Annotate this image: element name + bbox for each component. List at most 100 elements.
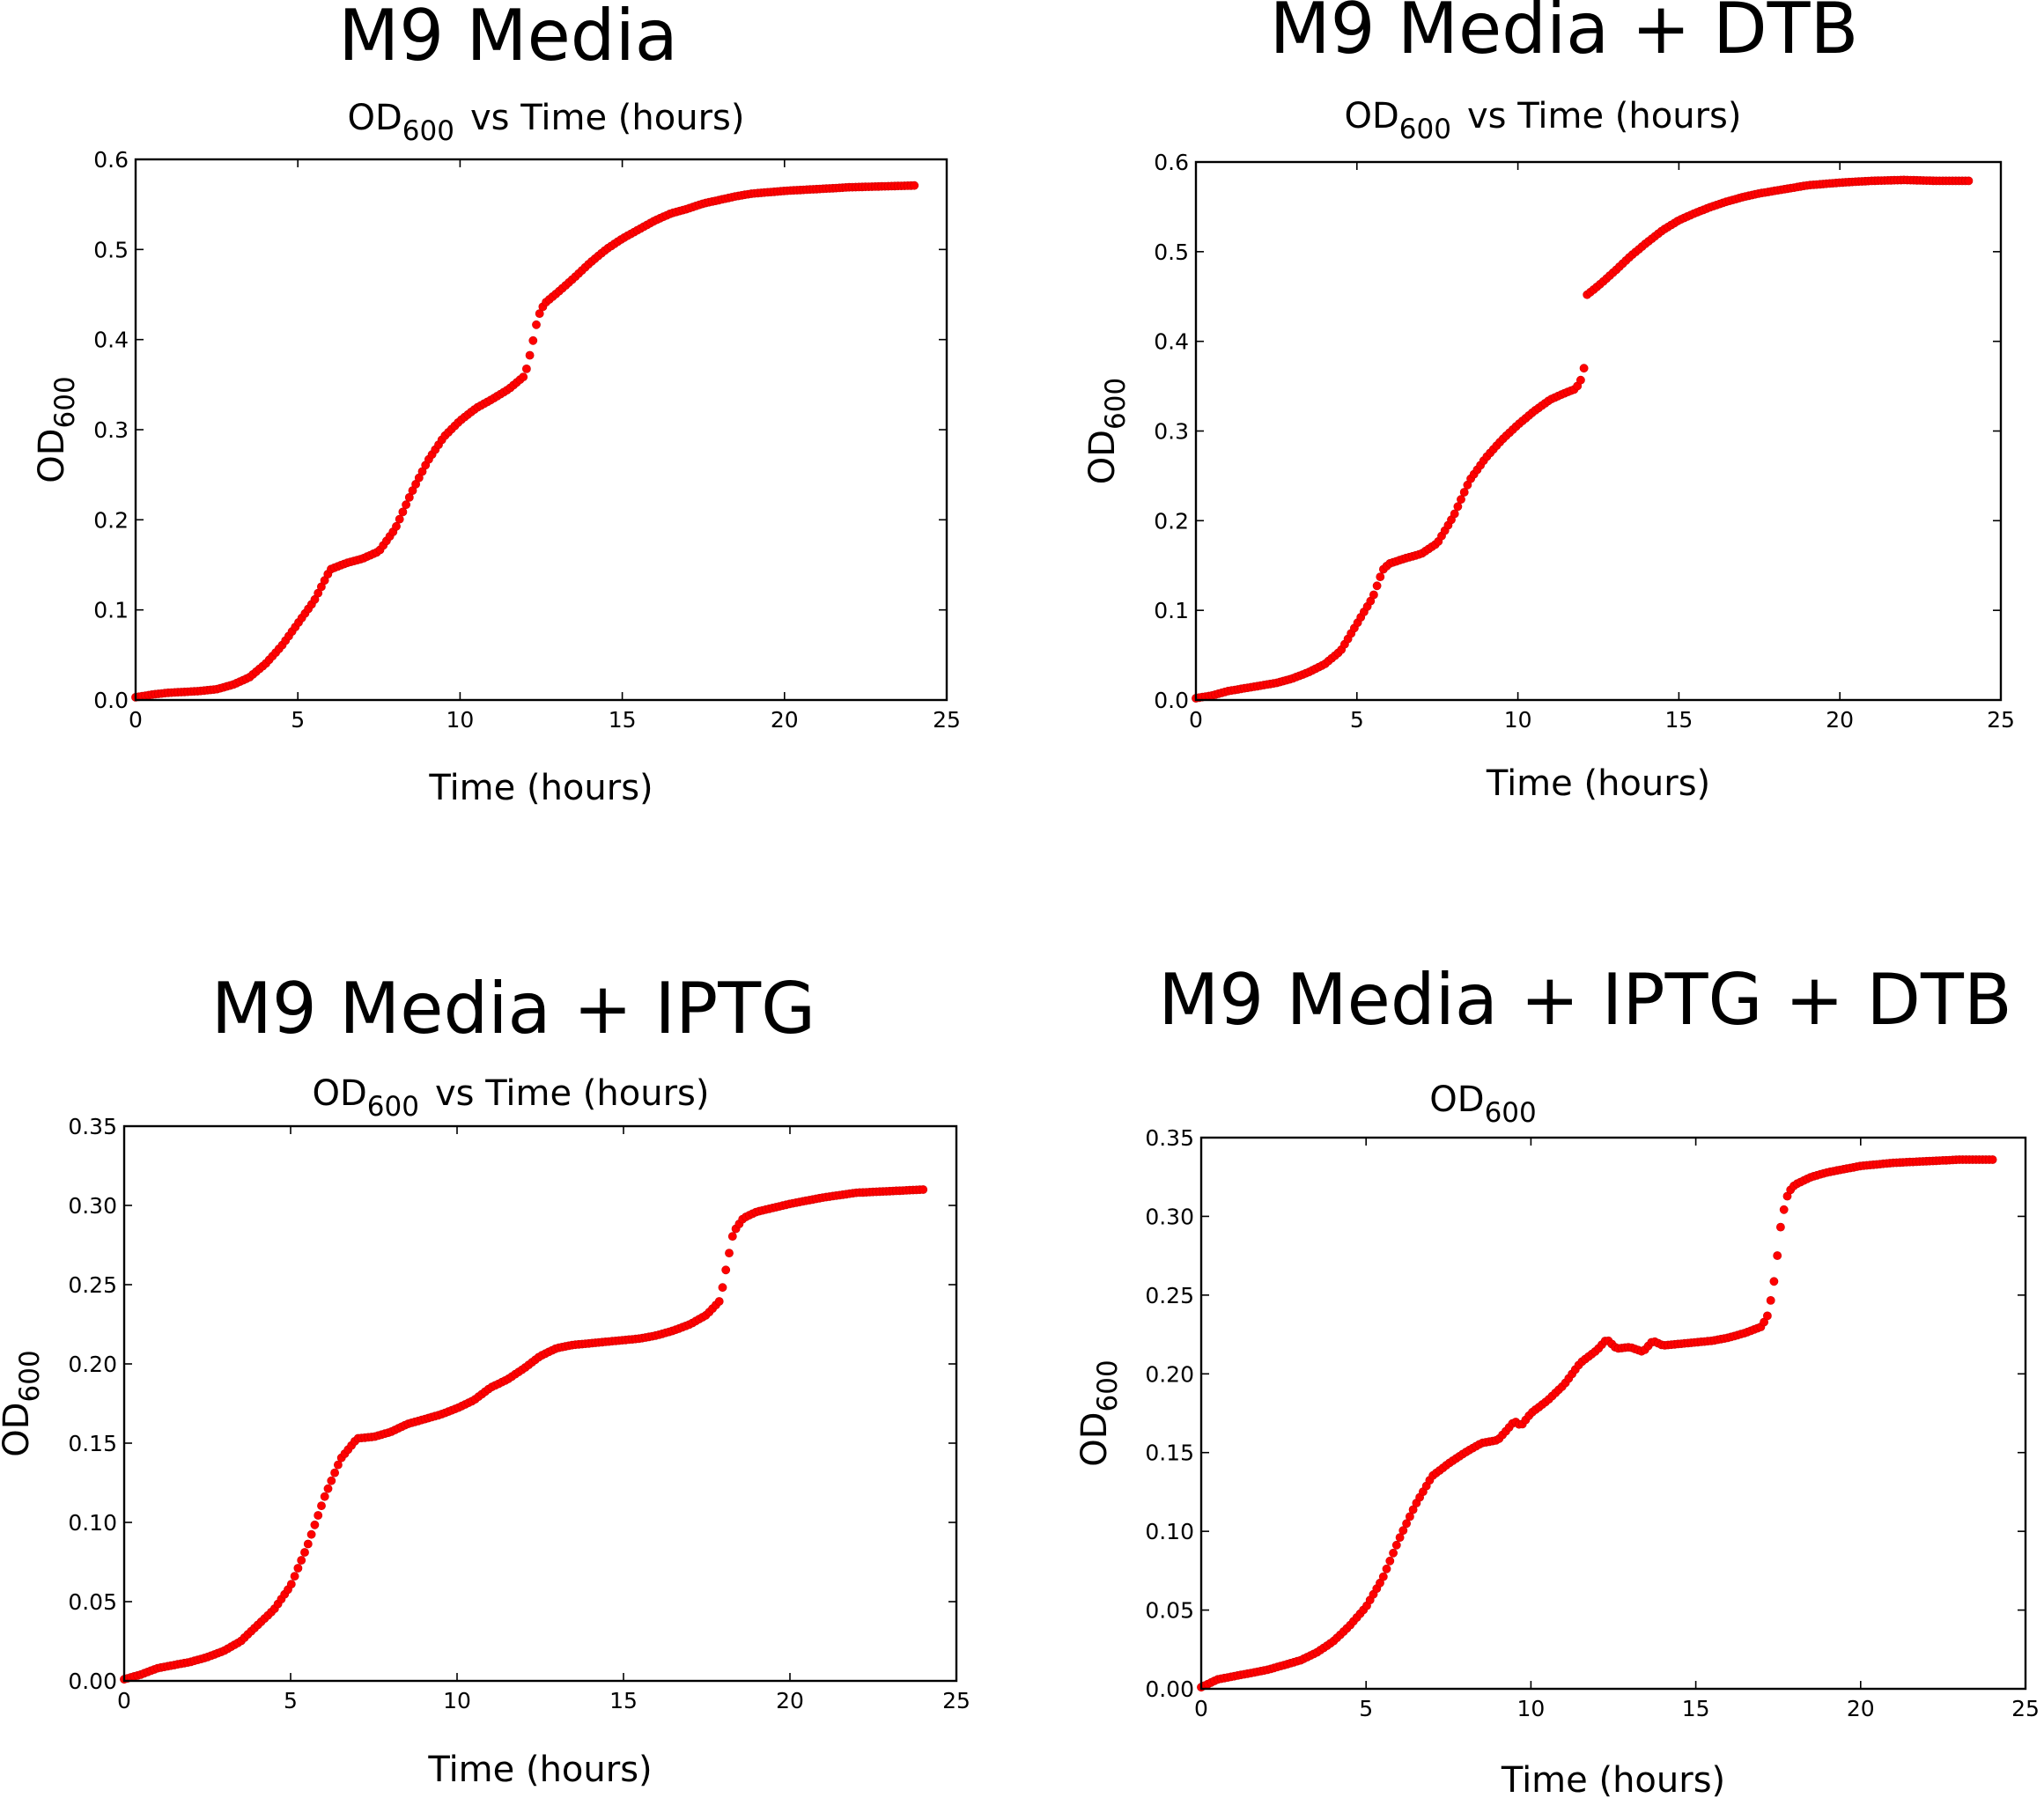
- chart-panel-3: M9 Media + IPTG OD600 vs Time (hours) 0 5 10 1…: [0, 968, 970, 1790]
- data-point: [1398, 1526, 1408, 1536]
- data-point: [1402, 1519, 1411, 1529]
- y-tick-label: 0.05: [68, 1589, 117, 1615]
- y-axis-label: OD600: [32, 376, 81, 483]
- y-tick-label: 0.5: [1154, 239, 1189, 265]
- y-tick-label: 0.05: [1145, 1598, 1194, 1624]
- data-point: [327, 1476, 336, 1485]
- chart-title: M9 Media + DTB: [1270, 0, 1859, 70]
- data-point: [714, 1297, 724, 1306]
- data-point: [1395, 1533, 1405, 1542]
- data-point: [1378, 1572, 1388, 1581]
- y-axis-label: OD600: [1074, 1360, 1124, 1466]
- y-tick-label: 0.4: [93, 328, 129, 353]
- y-tick-label: 0.20: [1145, 1361, 1194, 1387]
- data-points: [120, 1185, 928, 1684]
- data-point: [919, 1185, 928, 1194]
- x-axis-label: Time (hours): [1501, 1760, 1725, 1798]
- y-axis-label: OD600: [1082, 378, 1132, 484]
- y-tick-label: 0.3: [1154, 419, 1189, 445]
- data-point: [290, 1572, 299, 1581]
- chart-title: M9 Media + IPTG: [211, 968, 815, 1050]
- x-tick-label: 20: [771, 707, 799, 733]
- data-point: [306, 1529, 316, 1539]
- data-point: [286, 1580, 296, 1588]
- x-tick-label: 20: [1826, 707, 1854, 733]
- y-tick-label: 0.0: [1154, 688, 1189, 713]
- data-point: [317, 1501, 326, 1510]
- y-tick-label: 0.25: [1145, 1283, 1194, 1308]
- chart-subtitle: OD600 vs Time (hours): [348, 98, 745, 147]
- data-point: [303, 1539, 313, 1549]
- data-point: [727, 1232, 737, 1241]
- data-point: [522, 364, 531, 373]
- y-tick-label: 0.10: [68, 1510, 117, 1536]
- x-tick-label: 10: [1504, 707, 1532, 733]
- chart-panel-1: M9 Media OD600 vs Time (hours) 0 5 10 15 20 25 0.…: [32, 0, 961, 808]
- y-tick-label: 0.00: [1145, 1676, 1194, 1702]
- x-tick-label: 25: [1987, 707, 2015, 733]
- x-tick-label: 20: [776, 1688, 804, 1713]
- y-tick-label: 0.1: [93, 598, 129, 623]
- x-tick-label: 10: [443, 1688, 471, 1713]
- x-axis-label: Time (hours): [428, 768, 653, 808]
- data-point: [1779, 1205, 1789, 1214]
- y-tick-label: 0.6: [93, 147, 129, 173]
- data-point: [725, 1249, 734, 1257]
- data-point: [323, 1484, 333, 1493]
- x-axis-label: Time (hours): [1486, 763, 1710, 804]
- data-point: [1763, 1311, 1772, 1321]
- data-point: [320, 1492, 329, 1501]
- data-point: [1459, 488, 1469, 497]
- data-point: [1389, 1548, 1398, 1558]
- x-tick-label: 25: [2011, 1696, 2040, 1721]
- plot-frame: [1199, 1136, 2027, 1691]
- y-tick-label: 0.30: [1145, 1204, 1194, 1229]
- data-point: [1579, 364, 1589, 373]
- data-point: [519, 372, 528, 381]
- x-tick-label: 15: [1682, 1696, 1710, 1721]
- data-point: [1776, 1222, 1785, 1232]
- x-tick-label: 5: [1350, 707, 1364, 733]
- y-tick-label: 0.10: [1145, 1519, 1194, 1544]
- data-point: [392, 521, 401, 531]
- data-point: [1453, 502, 1463, 512]
- x-axis-label: Time (hours): [427, 1750, 652, 1790]
- chart-panel-4: M9 Media + IPTG + DTB OD600 0 5 10 15 20 25 0.00…: [1074, 959, 2040, 1798]
- data-point: [1988, 1155, 1997, 1164]
- data-point: [525, 350, 535, 360]
- x-tick-label: 5: [291, 707, 305, 733]
- data-point: [532, 320, 541, 329]
- x-tick-label: 0: [117, 1688, 131, 1713]
- chart-subtitle: OD600 vs Time (hours): [313, 1073, 710, 1123]
- x-tick-label: 15: [1664, 707, 1693, 733]
- data-point: [1964, 176, 1974, 186]
- data-point: [293, 1564, 303, 1573]
- y-tick-label: 0.3: [93, 417, 129, 443]
- data-point: [721, 1265, 731, 1275]
- data-point: [1369, 590, 1378, 600]
- data-point: [1385, 1556, 1395, 1566]
- y-tick-label: 0.2: [93, 507, 129, 533]
- data-point: [1769, 1277, 1779, 1286]
- y-tick-label: 0.1: [1154, 598, 1189, 623]
- y-tick-label: 0.5: [93, 237, 129, 262]
- y-tick-label: 0.4: [1154, 329, 1189, 355]
- y-tick-label: 0.15: [68, 1431, 117, 1456]
- data-point: [333, 1460, 343, 1470]
- chart-title: M9 Media: [338, 0, 678, 77]
- plot-frame: [1194, 160, 2003, 702]
- data-point: [1376, 572, 1385, 581]
- y-tick-label: 0.15: [1145, 1441, 1194, 1466]
- y-tick-label: 0.35: [1145, 1125, 1194, 1151]
- data-point: [314, 1511, 323, 1520]
- data-point: [402, 500, 410, 510]
- y-tick-label: 0.00: [68, 1669, 117, 1694]
- data-point: [1372, 581, 1382, 591]
- x-tick-label: 5: [284, 1688, 298, 1713]
- data-point: [1773, 1251, 1782, 1260]
- x-tick-label: 15: [609, 707, 637, 733]
- x-tick-label: 0: [1189, 707, 1203, 733]
- y-axis-label: OD600: [0, 1350, 46, 1456]
- data-point: [1457, 495, 1465, 505]
